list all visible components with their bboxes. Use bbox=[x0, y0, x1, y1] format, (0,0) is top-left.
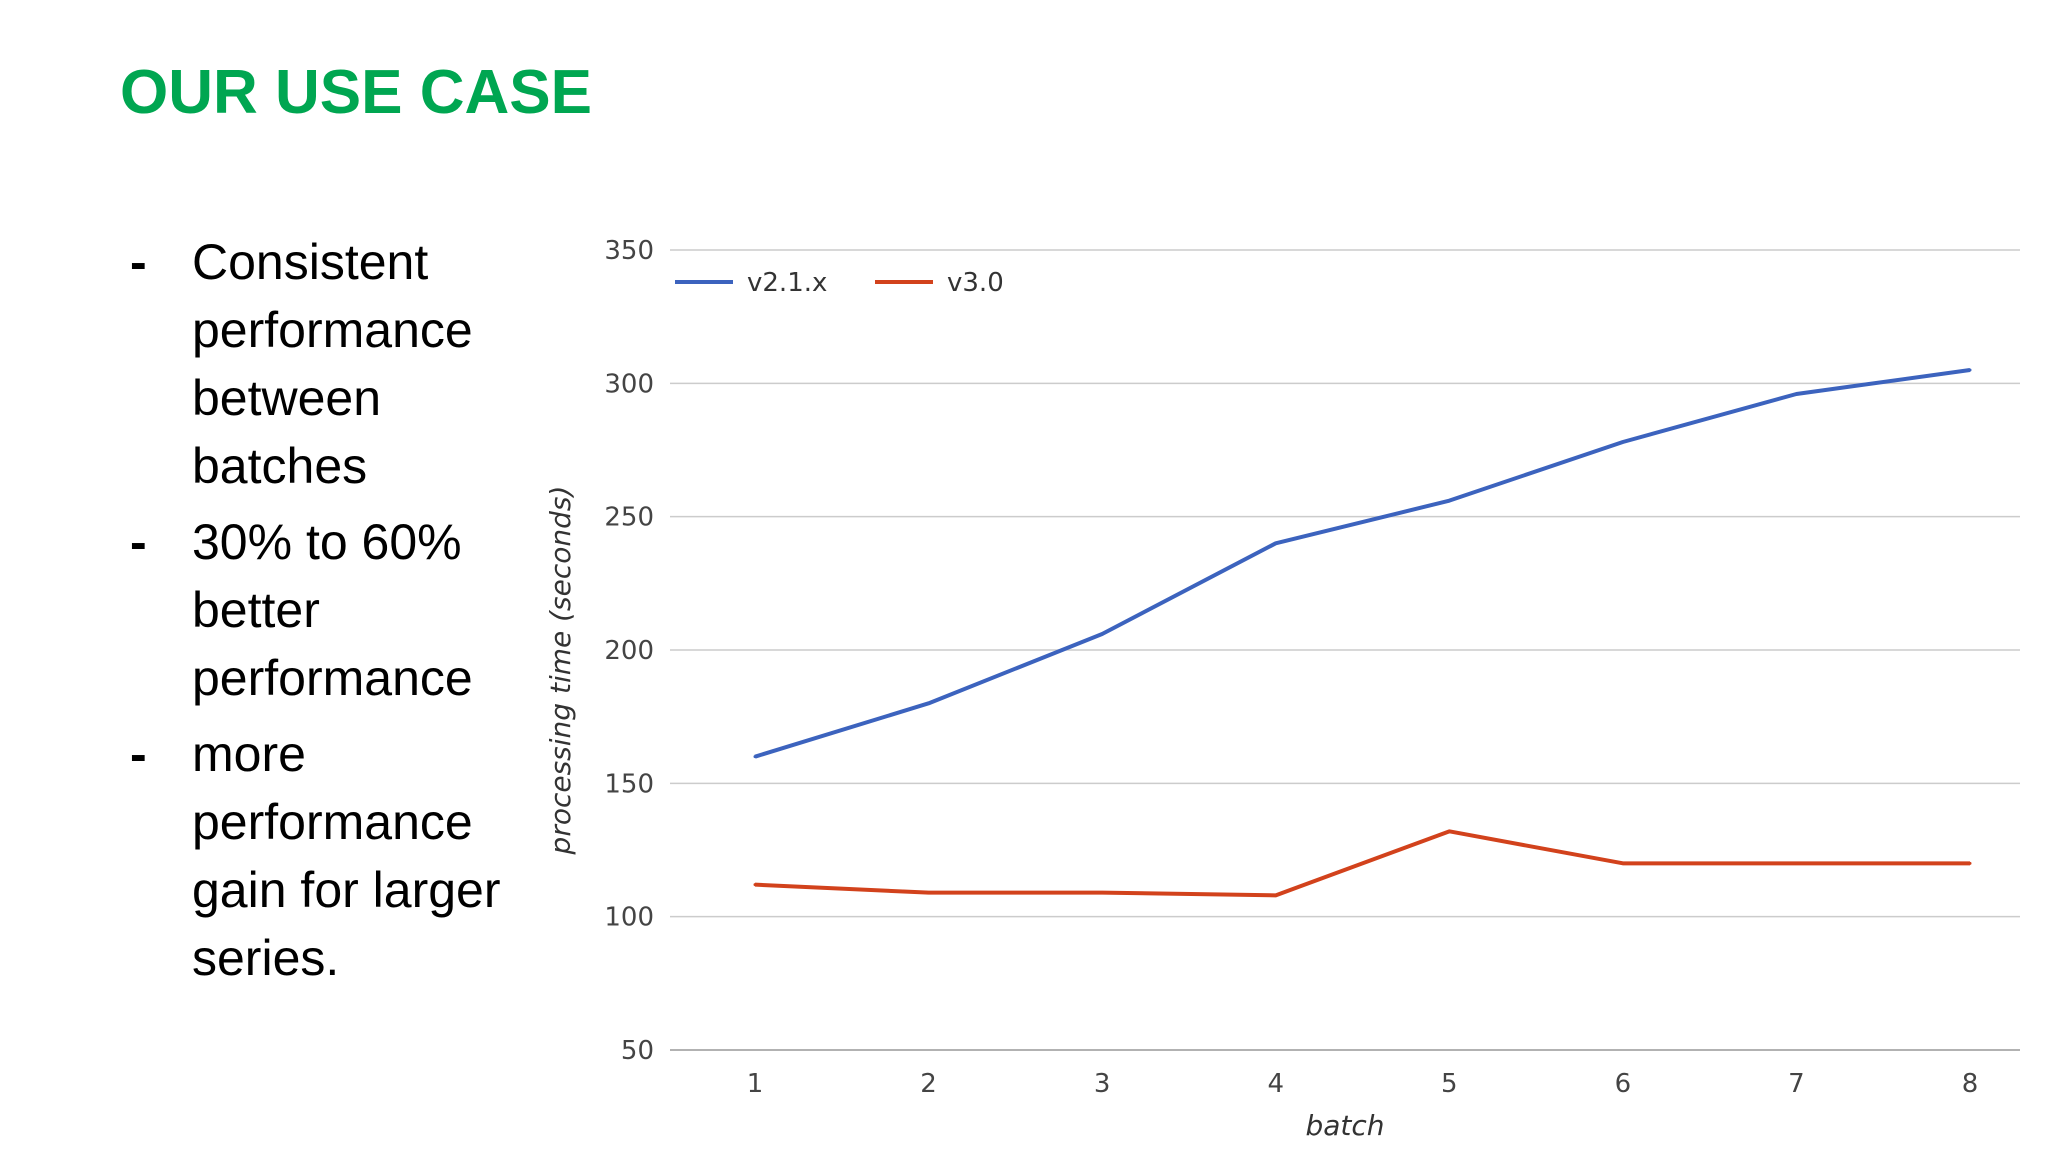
y-tick-label: 300 bbox=[604, 369, 654, 399]
x-tick-label: 1 bbox=[747, 1069, 764, 1099]
data-point bbox=[927, 891, 931, 895]
data-point bbox=[1274, 541, 1278, 545]
data-point bbox=[1447, 829, 1451, 833]
x-tick-label: 5 bbox=[1441, 1069, 1458, 1099]
bullet-dash: - bbox=[130, 726, 147, 782]
data-point bbox=[1447, 499, 1451, 503]
bullet-item: - more performance gain for larger serie… bbox=[120, 720, 540, 992]
data-point bbox=[753, 755, 757, 759]
x-tick-label: 2 bbox=[920, 1069, 937, 1099]
data-point bbox=[1100, 891, 1104, 895]
x-tick-label: 6 bbox=[1615, 1069, 1632, 1099]
bullet-dash: - bbox=[130, 234, 147, 290]
y-axis-title: processing time (seconds) bbox=[544, 486, 577, 856]
bullet-item: - 30% to 60% better performance bbox=[120, 508, 540, 712]
y-tick-label: 350 bbox=[604, 236, 654, 266]
series-line-v2.1.x bbox=[754, 368, 1971, 759]
legend-label: v3.0 bbox=[947, 268, 1004, 298]
y-tick-label: 100 bbox=[604, 903, 654, 933]
data-point bbox=[1621, 440, 1625, 444]
series-line-v3.0 bbox=[754, 829, 1970, 898]
data-point bbox=[1794, 861, 1798, 865]
x-tick-label: 3 bbox=[1094, 1069, 1111, 1099]
data-point bbox=[1968, 368, 1972, 372]
data-point bbox=[1968, 861, 1972, 865]
bullet-text: 30% to 60% better performance bbox=[192, 514, 473, 706]
bullet-list: - Consistent performance between batches… bbox=[120, 228, 540, 1000]
y-tick-label: 50 bbox=[621, 1036, 654, 1066]
chart-container: 50 100 150 200 250 300 350 1 2 3 4 5 6 7 8 batch process… bbox=[540, 230, 2040, 1152]
x-tick-label: 7 bbox=[1788, 1069, 1805, 1099]
x-tick-label: 4 bbox=[1267, 1069, 1284, 1099]
x-axis-title: batch bbox=[1305, 1109, 1384, 1142]
bullet-text: more performance gain for larger series. bbox=[192, 726, 501, 986]
line-chart: 50 100 150 200 250 300 350 1 2 3 4 5 6 7 8 batch process… bbox=[544, 236, 2020, 1142]
data-point bbox=[1274, 893, 1278, 897]
data-point bbox=[1100, 632, 1104, 636]
data-point bbox=[927, 701, 931, 705]
y-tick-label: 250 bbox=[604, 503, 654, 533]
bullet-item: - Consistent performance between batches bbox=[120, 228, 540, 500]
y-tick-label: 200 bbox=[604, 636, 654, 666]
data-point bbox=[1621, 861, 1625, 865]
slide-title: OUR USE CASE bbox=[120, 58, 592, 127]
y-tick-label: 150 bbox=[604, 769, 654, 799]
data-point bbox=[1794, 392, 1798, 396]
x-tick-label: 8 bbox=[1962, 1069, 1979, 1099]
legend-label: v2.1.x bbox=[747, 268, 827, 298]
bullet-dash: - bbox=[130, 514, 147, 570]
bullet-text: Consistent performance between batches bbox=[192, 234, 473, 494]
data-point bbox=[753, 883, 757, 887]
